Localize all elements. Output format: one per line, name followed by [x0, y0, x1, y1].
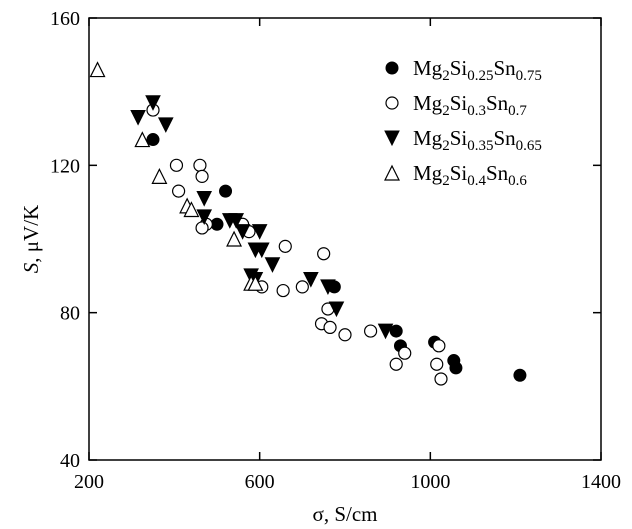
data-point: [338, 328, 352, 342]
data-point: [389, 324, 403, 338]
y-axis-title-symbol: S: [19, 262, 43, 273]
data-point: [134, 131, 151, 148]
legend-label: Mg2Si0.35Sn0.65: [413, 126, 542, 154]
data-point: [157, 117, 174, 133]
data-point: [264, 257, 281, 273]
x-tick-label: 200: [74, 471, 104, 493]
y-axis-title: S, μV/K: [19, 205, 43, 273]
legend-label: Mg2Si0.3Sn0.7: [413, 91, 527, 119]
legend-item: Mg2Si0.35Sn0.65: [384, 126, 542, 154]
data-point: [377, 323, 394, 340]
data-point: [398, 346, 412, 360]
data-point: [151, 168, 168, 184]
data-point: [323, 320, 337, 334]
data-point: [430, 357, 444, 371]
legend-marker: [385, 61, 399, 75]
legend-marker: [384, 130, 400, 147]
data-point: [247, 274, 264, 291]
series-3: [130, 95, 394, 340]
data-point: [303, 272, 319, 288]
data-point: [172, 184, 186, 198]
data-point: [234, 224, 251, 240]
data-point: [251, 224, 268, 240]
data-point: [193, 158, 207, 172]
data-point: [389, 357, 403, 371]
data-point: [432, 339, 446, 353]
data-point: [196, 190, 213, 207]
legend-label: Mg2Si0.25Sn0.75: [413, 56, 542, 84]
data-point: [196, 209, 213, 226]
x-tick-label: 600: [245, 471, 275, 493]
x-tick-label: 1400: [581, 471, 621, 493]
legend-marker: [384, 164, 400, 181]
y-tick-label: 40: [60, 450, 80, 472]
y-tick-label: 120: [50, 155, 80, 177]
data-point: [130, 109, 146, 126]
data-point: [364, 324, 378, 338]
x-tick-label: 1000: [410, 471, 450, 493]
series-4: [89, 61, 264, 291]
data-point: [513, 368, 527, 382]
data-point: [195, 221, 209, 235]
data-point: [145, 95, 161, 111]
data-points: [89, 61, 527, 386]
axis-ticks: [88, 17, 602, 461]
legend-marker: [385, 96, 399, 110]
legend-item: Mg2Si0.4Sn0.6: [384, 161, 527, 189]
data-point: [295, 280, 309, 294]
y-axis-title-unit: , μV/K: [19, 205, 43, 263]
data-point: [89, 61, 106, 78]
plot-frame: [88, 17, 602, 461]
tick-labels: 200 600 1000 1400 40 80 120 160: [50, 8, 621, 493]
data-point: [219, 184, 233, 198]
data-point: [169, 158, 184, 172]
y-tick-label: 80: [60, 303, 80, 325]
y-tick-label: 160: [50, 8, 80, 30]
data-point: [226, 230, 243, 247]
data-point: [278, 239, 292, 253]
data-point: [146, 133, 160, 147]
data-point: [434, 372, 448, 386]
data-point: [253, 242, 270, 259]
data-point: [320, 279, 336, 296]
data-point: [276, 283, 290, 298]
data-point: [183, 201, 200, 218]
x-axis-title: σ, S/cm: [313, 502, 378, 526]
series-2: [146, 103, 448, 386]
data-point: [228, 213, 245, 229]
legend-label: Mg2Si0.4Sn0.6: [413, 161, 527, 189]
data-point: [449, 361, 463, 375]
data-point: [195, 169, 209, 183]
legend-item: Mg2Si0.3Sn0.7: [385, 91, 527, 119]
data-point: [317, 247, 331, 261]
data-point: [328, 301, 345, 318]
legend-item: Mg2Si0.25Sn0.75: [385, 56, 542, 84]
legend: Mg2Si0.25Sn0.75 Mg2Si0.3Sn0.7 Mg2Si0.35Sn0…: [384, 56, 542, 189]
